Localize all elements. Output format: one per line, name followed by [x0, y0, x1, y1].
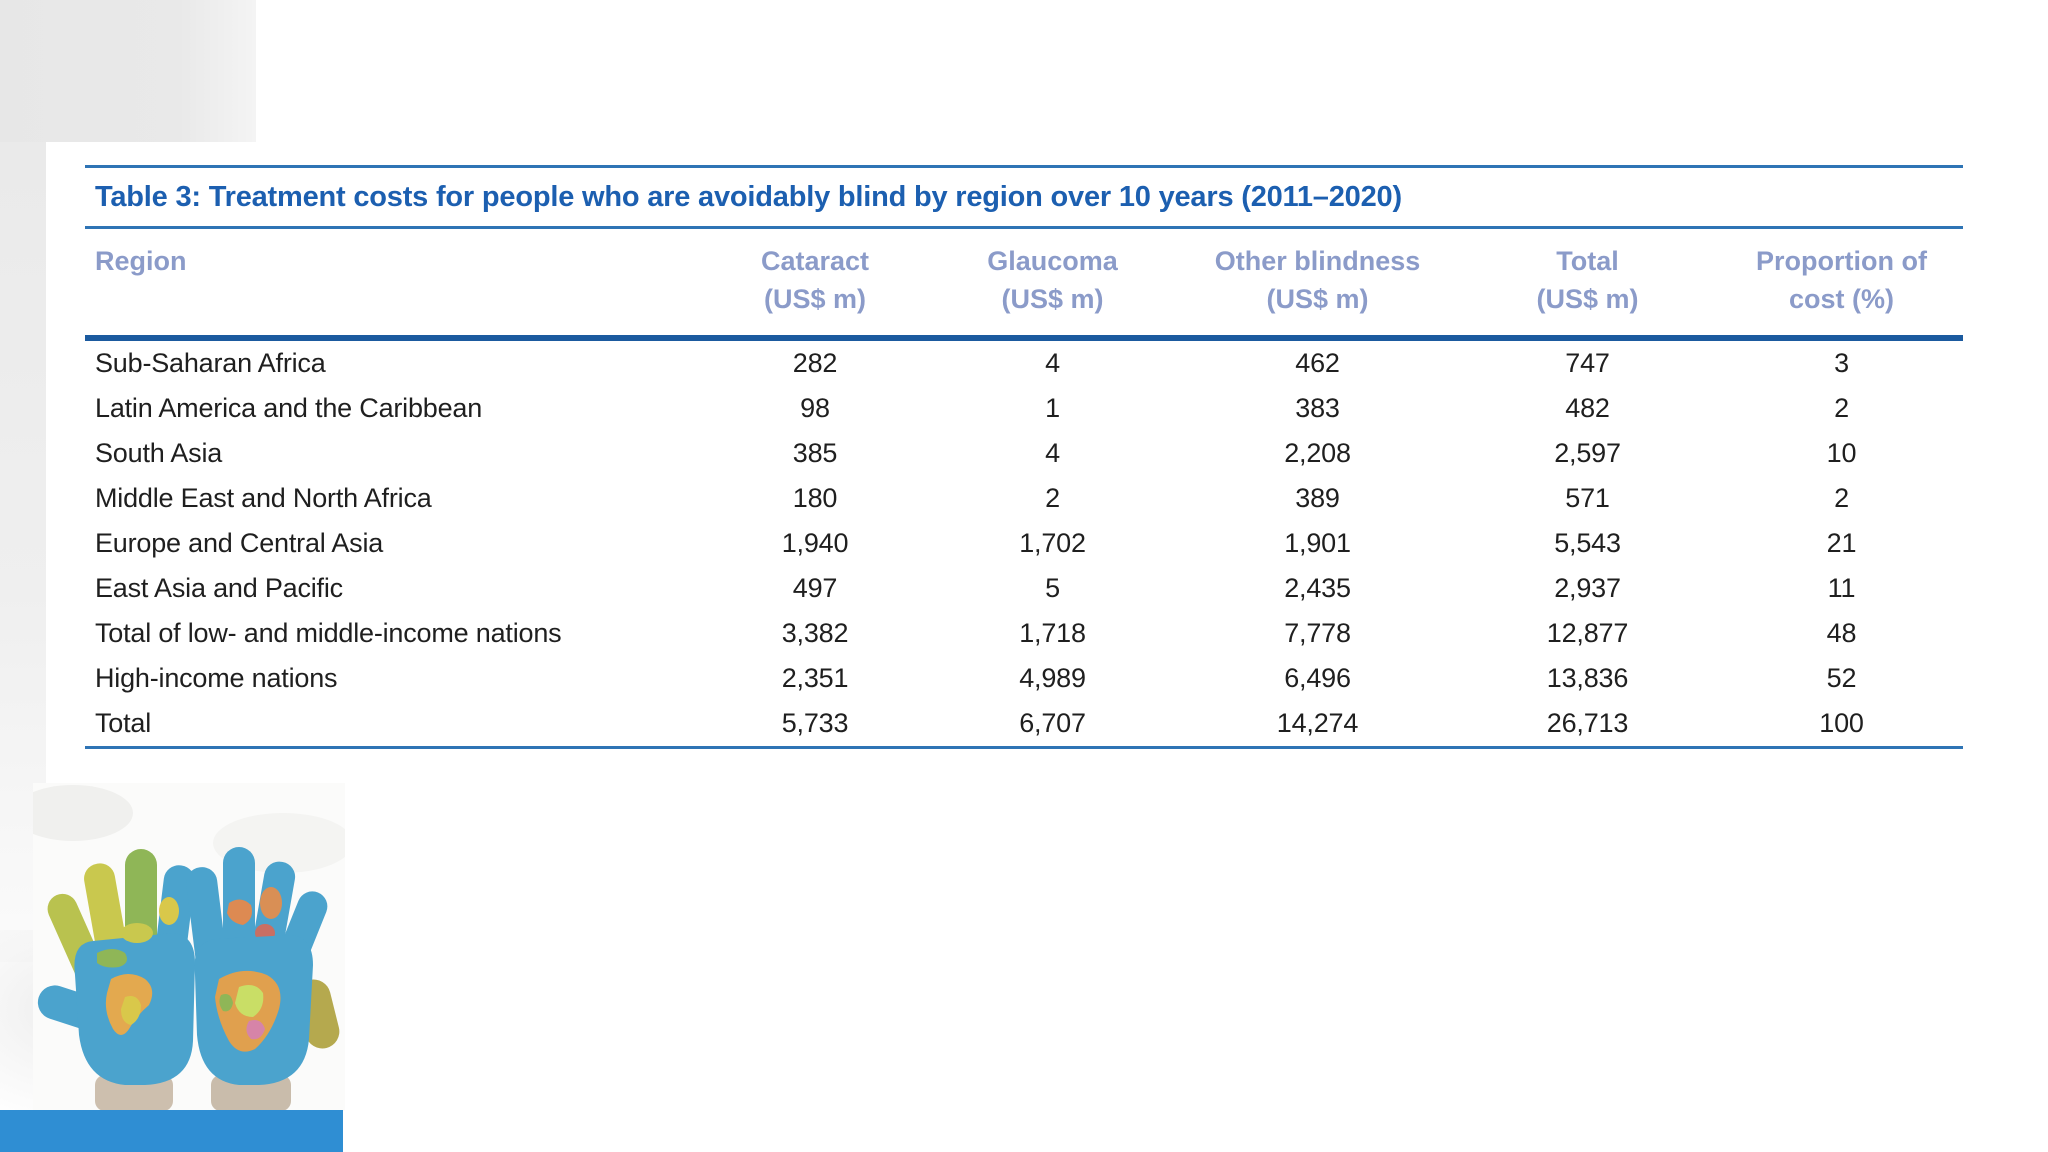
value-cell: 21	[1826, 527, 1857, 558]
costs-table-body: Sub-Saharan Africa 282 4 462 747 3 Latin Ameri…	[85, 341, 1963, 746]
value-cell: 2,597	[1554, 437, 1621, 468]
value-cell: 5	[1045, 572, 1060, 603]
value-cell: 180	[792, 482, 838, 513]
costs-table: Region Cataract (US$ m) Glaucoma (US$ m)…	[85, 229, 1963, 335]
value-cell: 497	[792, 572, 838, 603]
table-row: Sub-Saharan Africa 282 4 462 747 3	[85, 341, 1963, 386]
value-cell: 12,877	[1546, 617, 1629, 648]
table-row: Total 5,733 6,707 14,274 26,713 100	[85, 701, 1963, 746]
value-cell: 1,718	[1019, 617, 1086, 648]
value-cell: 2	[1834, 392, 1849, 423]
value-cell: 482	[1565, 392, 1610, 423]
region-cell: Latin America and the Caribbean	[95, 392, 483, 423]
column-header-total: Total (US$ m)	[1536, 246, 1639, 314]
region-cell: Sub-Saharan Africa	[95, 347, 326, 378]
table-row: Europe and Central Asia 1,940 1,702 1,901 5,…	[85, 521, 1963, 566]
table-header: Region Cataract (US$ m) Glaucoma (US$ m)…	[85, 229, 1963, 335]
value-cell: 1,702	[1019, 527, 1086, 558]
value-cell: 1,901	[1284, 527, 1351, 558]
treatment-costs-table: Table 3: Treatment costs for people who …	[85, 165, 1963, 749]
background-gray-block	[0, 0, 256, 142]
value-cell: 3,382	[781, 617, 849, 648]
value-cell: 4,989	[1019, 662, 1086, 693]
value-cell: 48	[1826, 617, 1857, 648]
table-header-rule	[85, 334, 1963, 341]
value-cell: 1,940	[781, 527, 849, 558]
table-row: South Asia 385 4 2,208 2,597 10	[85, 431, 1963, 476]
value-cell: 1	[1045, 392, 1060, 423]
region-cell: Total	[95, 707, 152, 738]
column-header-glaucoma: Glaucoma (US$ m)	[987, 246, 1118, 314]
value-cell: 282	[792, 347, 838, 378]
region-cell: Total of low- and middle-income nations	[95, 617, 562, 648]
value-cell: 7,778	[1284, 617, 1351, 648]
column-header-cataract: Cataract (US$ m)	[760, 246, 870, 314]
region-cell: East Asia and Pacific	[95, 572, 343, 603]
table-body: Sub-Saharan Africa 282 4 462 747 3 Latin Ameri…	[85, 341, 1963, 746]
value-cell: 52	[1826, 662, 1857, 693]
value-cell: 6,496	[1284, 662, 1351, 693]
value-cell: 5,543	[1554, 527, 1621, 558]
table-bottom-rule	[85, 745, 1963, 749]
table-row: Latin America and the Caribbean 98 1 383 482…	[85, 386, 1963, 431]
table-title-rule	[85, 226, 1963, 229]
value-cell: 13,836	[1546, 662, 1629, 693]
table-row: High-income nations 2,351 4,989 6,496 13,836…	[85, 656, 1963, 701]
value-cell: 10	[1826, 437, 1857, 468]
header-row: Region Cataract (US$ m) Glaucoma (US$ m)…	[85, 229, 1963, 335]
value-cell: 98	[800, 392, 830, 423]
table-title: Table 3: Treatment costs for people who …	[95, 181, 1402, 213]
value-cell: 2	[1834, 482, 1849, 513]
value-cell: 26,713	[1546, 707, 1629, 738]
value-cell: 2,351	[781, 662, 849, 693]
column-header-proportion: Proportion of cost (%)	[1756, 246, 1927, 314]
value-cell: 2	[1045, 482, 1060, 513]
hands-world-map-svg	[33, 783, 345, 1111]
table-row: Middle East and North Africa 180 2 389 571 2	[85, 476, 1963, 521]
value-cell: 5,733	[781, 707, 849, 738]
value-cell: 2,435	[1284, 572, 1351, 603]
value-cell: 747	[1565, 347, 1610, 378]
column-header-region: Region	[95, 246, 187, 276]
value-cell: 462	[1295, 347, 1340, 378]
value-cell: 14,274	[1276, 707, 1359, 738]
value-cell: 100	[1819, 707, 1864, 738]
value-cell: 4	[1045, 437, 1060, 468]
table-row: East Asia and Pacific 497 5 2,435 2,937 11	[85, 566, 1963, 611]
value-cell: 571	[1565, 482, 1610, 513]
bottom-blue-bar	[0, 1110, 343, 1152]
table-top-rule	[85, 165, 1963, 168]
region-cell: High-income nations	[95, 662, 338, 693]
value-cell: 385	[792, 437, 838, 468]
value-cell: 6,707	[1019, 707, 1086, 738]
column-header-other-blindness: Other blindness (US$ m)	[1214, 246, 1421, 314]
value-cell: 2,937	[1554, 572, 1621, 603]
table-row: Total of low- and middle-income nations 3…	[85, 611, 1963, 656]
value-cell: 389	[1295, 482, 1340, 513]
hands-world-map-image	[33, 783, 345, 1111]
value-cell: 11	[1827, 572, 1856, 603]
value-cell: 3	[1834, 347, 1849, 378]
value-cell: 383	[1295, 392, 1340, 423]
value-cell: 2,208	[1284, 437, 1351, 468]
region-cell: Middle East and North Africa	[95, 482, 432, 513]
value-cell: 4	[1045, 347, 1060, 378]
region-cell: Europe and Central Asia	[95, 527, 384, 558]
region-cell: South Asia	[95, 437, 223, 468]
